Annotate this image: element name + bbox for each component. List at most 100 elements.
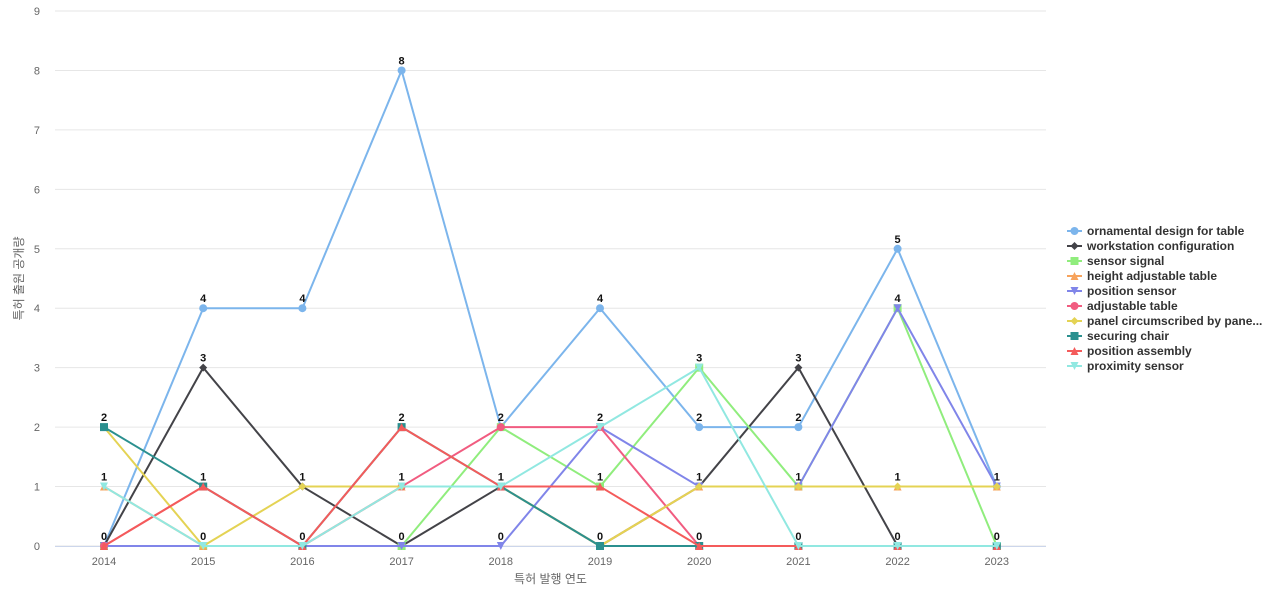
data-point[interactable] xyxy=(992,482,1001,491)
legend-marker[interactable] xyxy=(1070,362,1079,370)
data-label: 3 xyxy=(200,353,206,365)
legend-item[interactable]: position assembly xyxy=(1067,344,1192,358)
data-label: 1 xyxy=(895,472,901,484)
legend-label: position assembly xyxy=(1087,344,1192,358)
data-point[interactable] xyxy=(794,482,803,491)
data-label: 4 xyxy=(299,293,306,305)
data-point[interactable] xyxy=(397,66,406,75)
data-point[interactable] xyxy=(695,363,704,372)
data-point[interactable] xyxy=(794,542,803,550)
legend-item[interactable]: ornamental design for table xyxy=(1067,224,1245,238)
y-tick-label: 3 xyxy=(34,363,40,375)
data-point[interactable] xyxy=(596,542,604,550)
x-tick-label: 2016 xyxy=(290,556,314,568)
data-point[interactable] xyxy=(199,304,208,313)
legend-marker[interactable] xyxy=(1070,257,1079,265)
data-point[interactable] xyxy=(298,304,307,313)
legend-item[interactable]: height adjustable table xyxy=(1067,269,1217,283)
y-tick-label: 1 xyxy=(34,482,40,494)
legend-item[interactable]: securing chair xyxy=(1067,329,1169,343)
data-point[interactable] xyxy=(596,423,604,432)
data-point[interactable] xyxy=(695,542,704,550)
data-point[interactable] xyxy=(100,482,108,491)
y-tick-label: 4 xyxy=(34,303,40,315)
legend-item[interactable]: position sensor xyxy=(1067,284,1177,298)
data-point[interactable] xyxy=(893,482,902,491)
data-point[interactable] xyxy=(496,542,505,550)
x-axis-title: 특허 발행 연도 xyxy=(514,571,587,586)
legend-marker[interactable] xyxy=(1070,242,1079,250)
data-label: 0 xyxy=(895,531,901,543)
data-point[interactable] xyxy=(397,542,406,550)
data-label: 1 xyxy=(101,472,107,484)
data-label: 0 xyxy=(399,531,405,543)
data-point[interactable] xyxy=(695,423,704,432)
legend-label: workstation configuration xyxy=(1086,239,1234,253)
data-label: 1 xyxy=(994,472,1000,484)
data-point[interactable] xyxy=(199,363,208,372)
data-point[interactable] xyxy=(100,423,108,432)
data-label: 4 xyxy=(200,293,207,305)
legend-marker[interactable] xyxy=(1070,287,1079,295)
x-tick-label: 2022 xyxy=(885,556,909,568)
data-point[interactable] xyxy=(794,363,803,372)
data-point[interactable] xyxy=(695,482,704,491)
data-label: 5 xyxy=(895,234,901,246)
data-label: 1 xyxy=(200,472,206,484)
series-line xyxy=(103,366,997,547)
x-tick-label: 2020 xyxy=(687,556,711,568)
legend-label: sensor signal xyxy=(1087,254,1164,268)
series-lines xyxy=(100,66,1001,550)
series-9 xyxy=(100,363,1001,550)
legend-item[interactable]: panel circumscribed by pane... xyxy=(1067,314,1262,328)
data-point[interactable] xyxy=(992,542,1001,550)
legend-marker[interactable] xyxy=(1070,347,1079,355)
data-label: 2 xyxy=(101,412,107,424)
data-point[interactable] xyxy=(496,423,505,432)
data-label: 0 xyxy=(696,531,702,543)
legend-marker[interactable] xyxy=(1070,302,1079,310)
data-point[interactable] xyxy=(893,244,902,253)
data-point[interactable] xyxy=(298,542,307,550)
data-label: 0 xyxy=(200,531,206,543)
legend-item[interactable]: workstation configuration xyxy=(1067,239,1234,253)
data-point[interactable] xyxy=(893,542,902,550)
data-point[interactable] xyxy=(596,482,604,491)
data-label: 4 xyxy=(597,293,604,305)
x-tick-label: 2019 xyxy=(588,556,612,568)
data-point[interactable] xyxy=(893,304,902,313)
y-tick-label: 9 xyxy=(34,6,40,18)
data-label: 2 xyxy=(399,412,405,424)
data-label: 3 xyxy=(795,353,801,365)
legend-marker[interactable] xyxy=(1070,272,1079,280)
y-tick-label: 5 xyxy=(34,244,40,256)
data-point[interactable] xyxy=(397,482,406,491)
legend-label: proximity sensor xyxy=(1087,359,1184,373)
legend-item[interactable]: proximity sensor xyxy=(1067,359,1184,373)
data-point[interactable] xyxy=(298,482,307,491)
data-point[interactable] xyxy=(794,423,803,432)
x-tick-label: 2021 xyxy=(786,556,810,568)
data-point[interactable] xyxy=(496,482,505,491)
data-point[interactable] xyxy=(199,542,208,550)
data-point[interactable] xyxy=(100,542,108,550)
x-tick-label: 2014 xyxy=(92,556,116,568)
legend-marker[interactable] xyxy=(1070,332,1079,340)
legend-item[interactable]: sensor signal xyxy=(1067,254,1164,268)
legend-item[interactable]: adjustable table xyxy=(1067,299,1178,313)
legend-marker[interactable] xyxy=(1070,317,1079,325)
legend-label: adjustable table xyxy=(1087,299,1178,313)
data-label: 0 xyxy=(101,531,107,543)
data-label: 0 xyxy=(299,531,305,543)
legend-label: height adjustable table xyxy=(1087,269,1217,283)
data-point[interactable] xyxy=(397,423,406,432)
data-point[interactable] xyxy=(596,304,604,313)
y-tick-label: 0 xyxy=(34,541,40,553)
data-label: 2 xyxy=(696,412,702,424)
data-point[interactable] xyxy=(199,482,208,491)
data-label: 4 xyxy=(895,293,902,305)
legend-marker[interactable] xyxy=(1070,227,1079,235)
